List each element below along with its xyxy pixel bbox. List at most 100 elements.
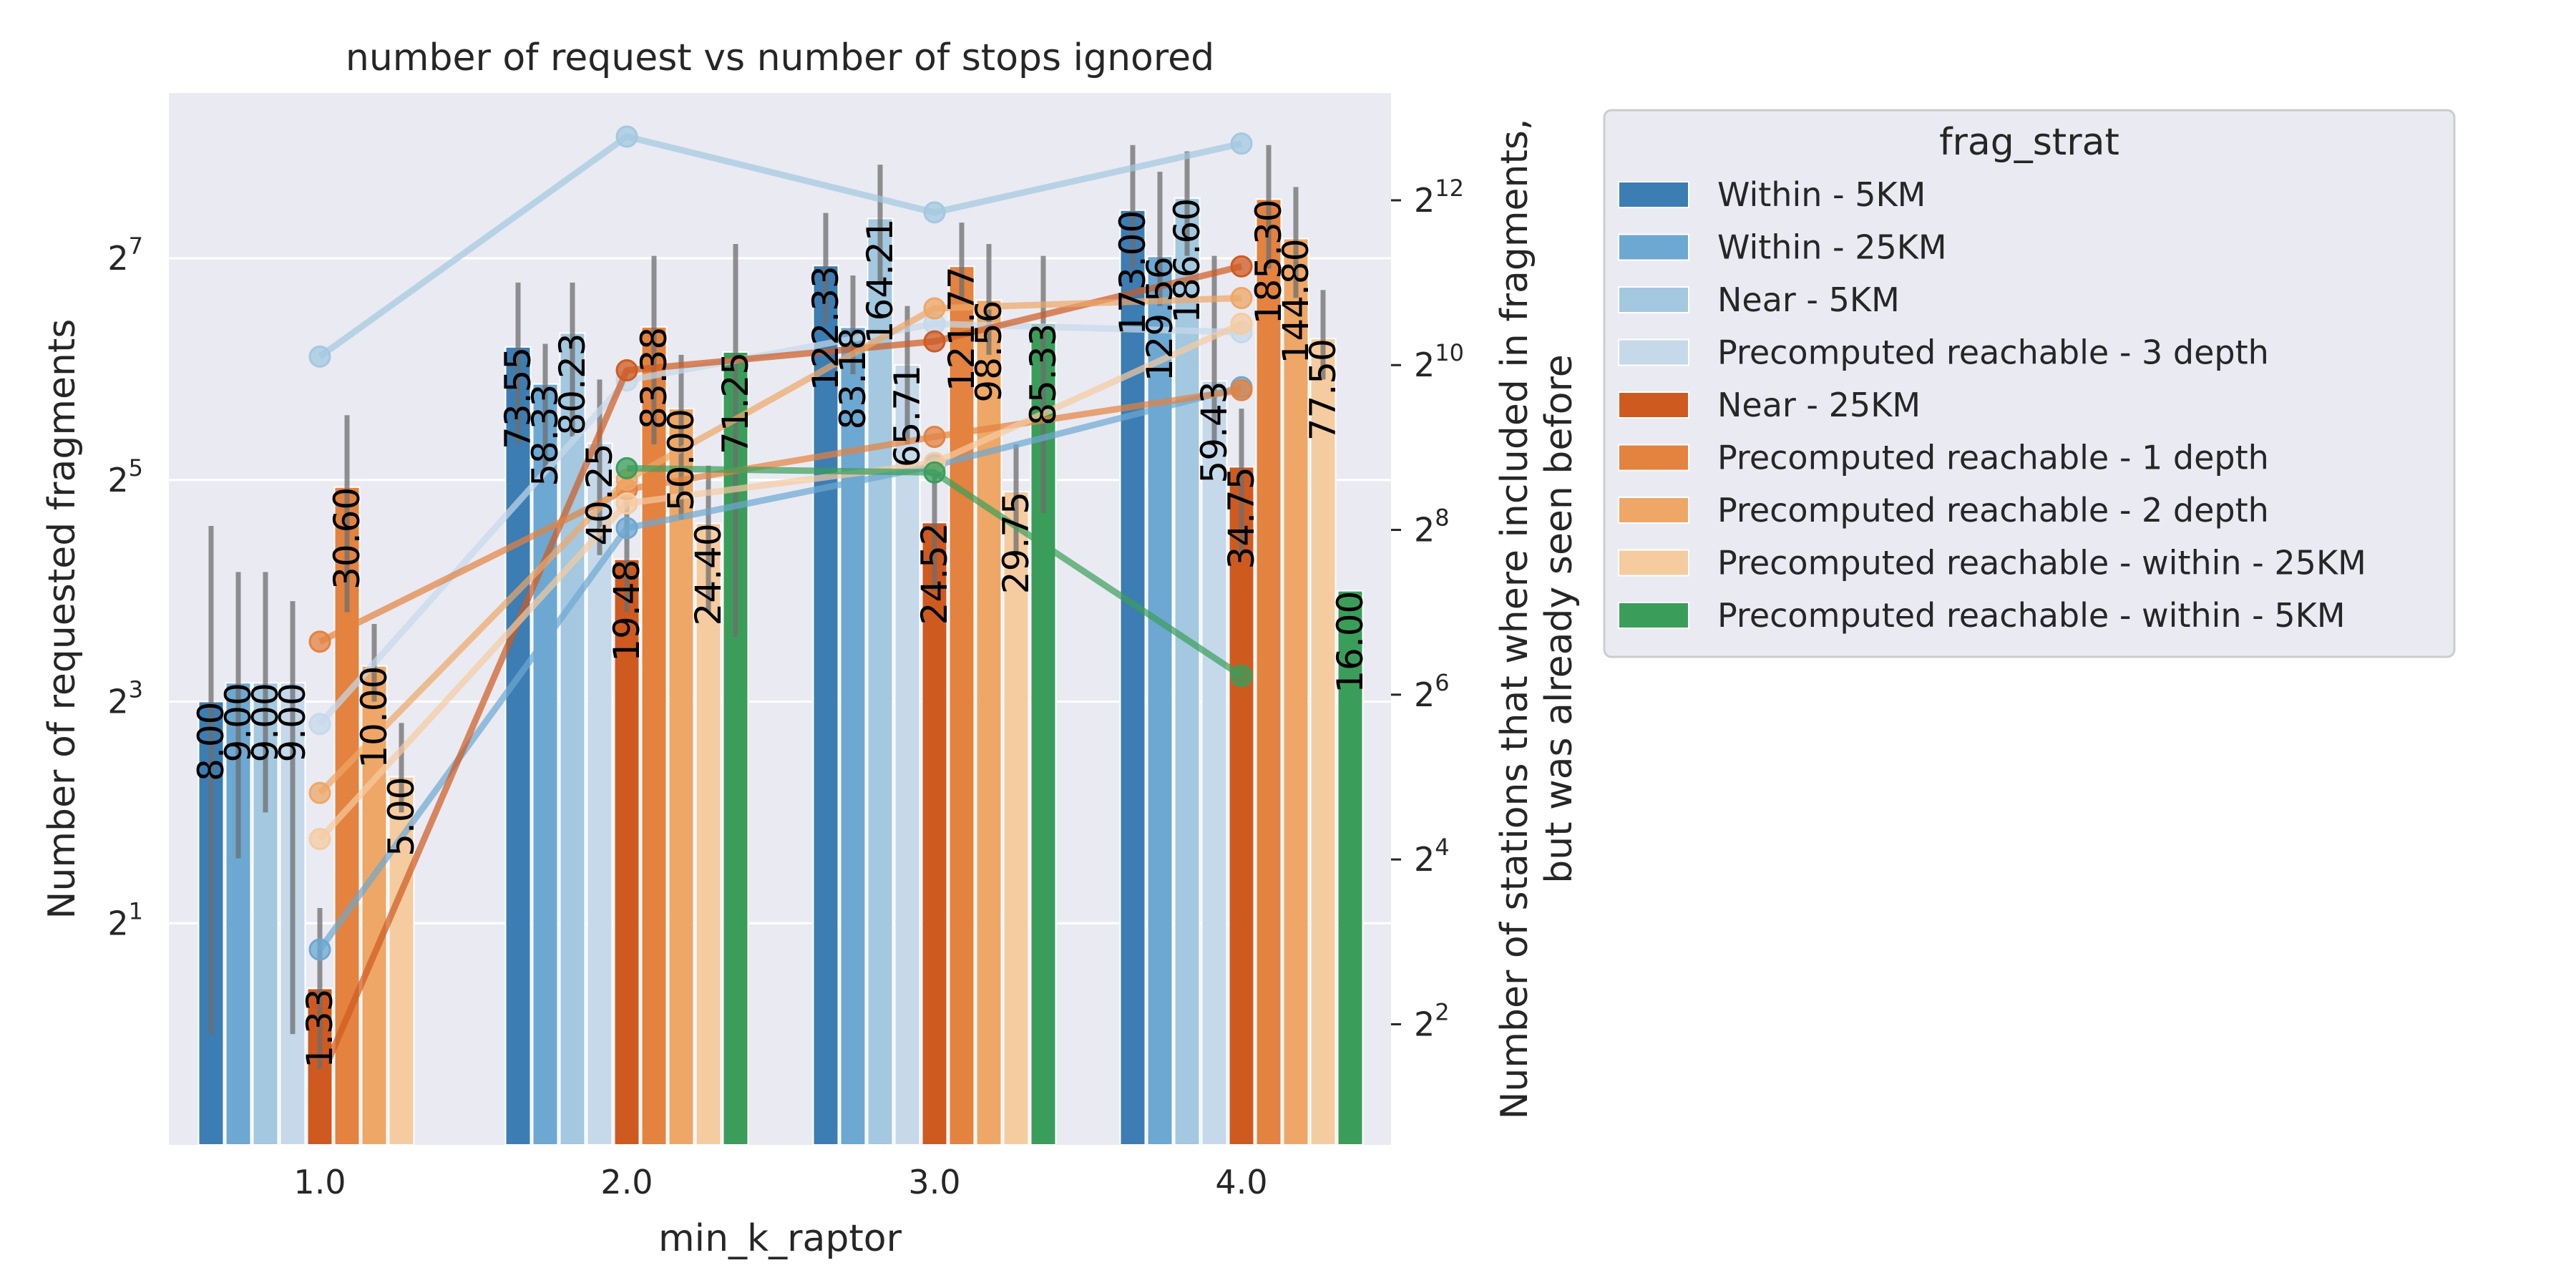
point-line <box>317 321 1243 841</box>
y-tick-label: 21 <box>107 897 143 942</box>
line-point <box>923 461 946 484</box>
bar-label: 9.00 <box>245 683 286 762</box>
bar <box>1337 590 1364 1146</box>
bar-label: 129.56 <box>1139 256 1181 381</box>
y-tick-label: 27 <box>107 233 143 278</box>
line-point <box>1230 132 1253 155</box>
legend: frag_strat Within - 5KM Within - 25KM Near… <box>1603 109 2456 658</box>
bar-labels: 8.00 73.55 122.33 173.00 9.00 58.33 83.18 129.5… <box>190 198 1371 1068</box>
bar-label: 10.00 <box>353 666 395 769</box>
chart-title: number of request vs number of stops ign… <box>346 36 1214 79</box>
legend-label: Precomputed reachable - within - 25KM <box>1717 544 2366 582</box>
bar-label: 83.38 <box>633 327 675 429</box>
legend-label: Precomputed reachable - within - 5KM <box>1717 596 2346 635</box>
line-point <box>308 630 331 653</box>
legend-label: Precomputed reachable - 3 depth <box>1717 333 2269 372</box>
bar-label: 98.56 <box>968 300 1010 402</box>
bar-label: 186.60 <box>1166 198 1208 323</box>
bar-label: 29.75 <box>995 492 1037 594</box>
bar-label: 24.40 <box>688 523 729 625</box>
bar-label: 59.43 <box>1194 381 1235 483</box>
bar-label: 71.25 <box>715 352 756 454</box>
bar-label: 50.00 <box>660 409 702 511</box>
line-point <box>615 492 638 514</box>
bar-label: 121.77 <box>941 266 982 391</box>
bar <box>361 665 388 1146</box>
line-point <box>308 713 331 736</box>
bar-label: 80.23 <box>552 333 593 435</box>
y2-tick-label: 24 <box>1414 834 1450 879</box>
legend-swatch <box>1618 286 1689 313</box>
bar <box>1228 466 1255 1146</box>
bar-label: 173.00 <box>1112 210 1153 336</box>
bar <box>504 346 532 1146</box>
line-point <box>308 781 331 804</box>
legend-swatch <box>1618 233 1689 261</box>
bar-label: 24.52 <box>914 522 955 625</box>
legend-label: Precomputed reachable - 2 depth <box>1717 491 2269 530</box>
bar-label: 5.00 <box>381 777 422 857</box>
y2-axis-label-line2: but was already seen before <box>1538 354 1581 884</box>
bar-label: 185.30 <box>1248 199 1289 324</box>
legend-label: Near - 25KM <box>1717 386 1921 424</box>
point-lines <box>308 125 1253 1092</box>
bar <box>839 326 867 1146</box>
x-axis-label: min_k_raptor <box>658 1217 902 1260</box>
point-line <box>318 386 1242 645</box>
bar-label: 73.55 <box>497 347 539 449</box>
bar <box>695 522 722 1146</box>
bar-label: 83.18 <box>832 327 874 429</box>
bar-label: 122.33 <box>805 265 847 391</box>
bar <box>1146 255 1174 1146</box>
legend-swatch <box>1618 549 1689 577</box>
line-point <box>308 828 331 851</box>
bar-label: 40.25 <box>579 444 620 546</box>
y-tick-label: 23 <box>107 676 143 721</box>
line-point <box>1230 287 1253 310</box>
y-tick-label: 25 <box>107 454 143 499</box>
point-line <box>317 295 1242 796</box>
bar <box>894 364 921 1146</box>
legend-swatch <box>1618 391 1689 419</box>
axes: 21 23 25 27 22 24 26 28 210 212 1.0 2.0 3.0 4.0 <box>107 175 1464 1201</box>
bar <box>1201 380 1228 1146</box>
bar-label: 8.00 <box>190 702 232 781</box>
y2-tick-label: 26 <box>1414 669 1450 714</box>
line-point <box>923 425 946 448</box>
bar <box>532 383 559 1146</box>
point-line <box>317 320 1242 726</box>
line-point <box>308 1069 331 1092</box>
legend-entries: Within - 5KM Within - 25KM Near - 5KM Preco… <box>1618 175 2366 635</box>
line-point <box>923 330 946 353</box>
bar-label: 144.80 <box>1275 238 1317 364</box>
legend-swatch <box>1618 497 1689 524</box>
bar <box>921 522 948 1146</box>
legend-swatch <box>1618 338 1689 366</box>
line-point <box>615 359 638 382</box>
point-line <box>317 384 1243 952</box>
line-point <box>615 125 638 148</box>
bar <box>1309 338 1337 1146</box>
bar-label: 164.21 <box>859 218 901 343</box>
bar <box>1255 198 1282 1146</box>
line-point <box>1230 664 1253 687</box>
bars <box>197 145 1364 1146</box>
bar-label: 19.48 <box>606 560 648 662</box>
legend-label: Within - 25KM <box>1717 228 1947 267</box>
legend-swatch <box>1618 444 1689 472</box>
y2-tick-label: 212 <box>1414 175 1464 220</box>
x-tick-label: 1.0 <box>293 1163 346 1201</box>
line-point <box>1230 312 1253 335</box>
bar-label: 1.33 <box>299 988 341 1068</box>
legend-label: Near - 5KM <box>1717 280 1900 319</box>
bar <box>559 332 586 1146</box>
line-point <box>1230 379 1253 401</box>
legend-title: frag_strat <box>1939 121 2119 164</box>
legend-label: Precomputed reachable - 1 depth <box>1717 439 2269 477</box>
bar-label: 65.71 <box>887 365 928 467</box>
bar-label: 34.75 <box>1221 467 1262 569</box>
line-point <box>615 457 638 479</box>
y2-tick-label: 22 <box>1414 998 1450 1043</box>
x-tick-label: 2.0 <box>600 1163 653 1201</box>
